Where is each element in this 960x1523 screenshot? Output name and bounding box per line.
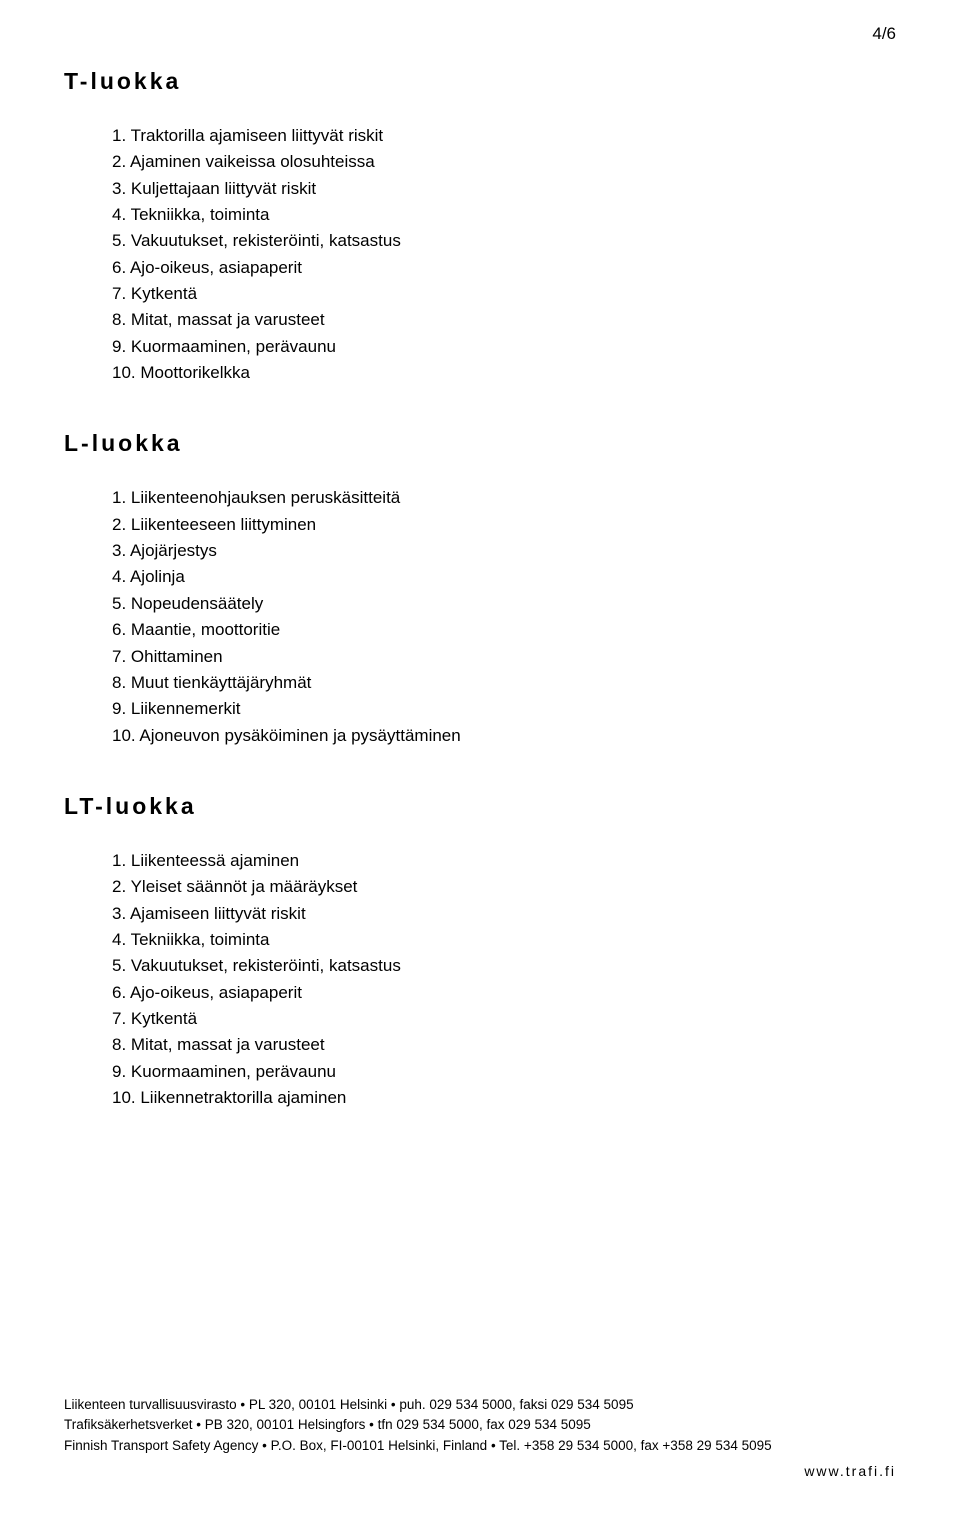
footer-line: Trafiksäkerhetsverket • PB 320, 00101 He…: [64, 1415, 896, 1436]
list-item: 6. Maantie, moottoritie: [112, 617, 896, 643]
list-item: 10. Liikennetraktorilla ajaminen: [112, 1085, 896, 1111]
list-item: 10. Ajoneuvon pysäköiminen ja pysäyttämi…: [112, 723, 896, 749]
section-l-luokka: L-luokka 1. Liikenteenohjauksen peruskäs…: [64, 430, 896, 748]
list-item: 1. Liikenteenohjauksen peruskäsitteitä: [112, 485, 896, 511]
section-lt-luokka: LT-luokka 1. Liikenteessä ajaminen 2. Yl…: [64, 793, 896, 1111]
list-item: 7. Kytkentä: [112, 281, 896, 307]
section-list: 1. Traktorilla ajamiseen liittyvät riski…: [64, 123, 896, 386]
list-item: 5. Nopeudensäätely: [112, 591, 896, 617]
page-number: 4/6: [872, 24, 896, 44]
list-item: 9. Kuormaaminen, perävaunu: [112, 334, 896, 360]
footer-line: Finnish Transport Safety Agency • P.O. B…: [64, 1436, 896, 1457]
list-item: 8. Mitat, massat ja varusteet: [112, 1032, 896, 1058]
list-item: 3. Kuljettajaan liittyvät riskit: [112, 176, 896, 202]
list-item: 2. Yleiset säännöt ja määräykset: [112, 874, 896, 900]
section-t-luokka: T-luokka 1. Traktorilla ajamiseen liitty…: [64, 68, 896, 386]
list-item: 7. Kytkentä: [112, 1006, 896, 1032]
list-item: 4. Tekniikka, toiminta: [112, 927, 896, 953]
list-item: 2. Liikenteeseen liittyminen: [112, 512, 896, 538]
footer-site: www.trafi.fi: [64, 1461, 896, 1483]
list-item: 9. Kuormaaminen, perävaunu: [112, 1059, 896, 1085]
page-footer: Liikenteen turvallisuusvirasto • PL 320,…: [64, 1395, 896, 1483]
list-item: 4. Ajolinja: [112, 564, 896, 590]
section-heading: T-luokka: [64, 68, 896, 95]
section-heading: LT-luokka: [64, 793, 896, 820]
list-item: 6. Ajo-oikeus, asiapaperit: [112, 255, 896, 281]
list-item: 4. Tekniikka, toiminta: [112, 202, 896, 228]
list-item: 1. Traktorilla ajamiseen liittyvät riski…: [112, 123, 896, 149]
list-item: 7. Ohittaminen: [112, 644, 896, 670]
list-item: 2. Ajaminen vaikeissa olosuhteissa: [112, 149, 896, 175]
list-item: 5. Vakuutukset, rekisteröinti, katsastus: [112, 953, 896, 979]
list-item: 1. Liikenteessä ajaminen: [112, 848, 896, 874]
section-list: 1. Liikenteenohjauksen peruskäsitteitä 2…: [64, 485, 896, 748]
list-item: 8. Muut tienkäyttäjäryhmät: [112, 670, 896, 696]
document-page: 4/6 T-luokka 1. Traktorilla ajamiseen li…: [0, 0, 960, 1523]
list-item: 8. Mitat, massat ja varusteet: [112, 307, 896, 333]
list-item: 6. Ajo-oikeus, asiapaperit: [112, 980, 896, 1006]
list-item: 3. Ajamiseen liittyvät riskit: [112, 901, 896, 927]
list-item: 3. Ajojärjestys: [112, 538, 896, 564]
section-heading: L-luokka: [64, 430, 896, 457]
list-item: 10. Moottorikelkka: [112, 360, 896, 386]
list-item: 9. Liikennemerkit: [112, 696, 896, 722]
section-list: 1. Liikenteessä ajaminen 2. Yleiset sään…: [64, 848, 896, 1111]
footer-line: Liikenteen turvallisuusvirasto • PL 320,…: [64, 1395, 896, 1416]
list-item: 5. Vakuutukset, rekisteröinti, katsastus: [112, 228, 896, 254]
